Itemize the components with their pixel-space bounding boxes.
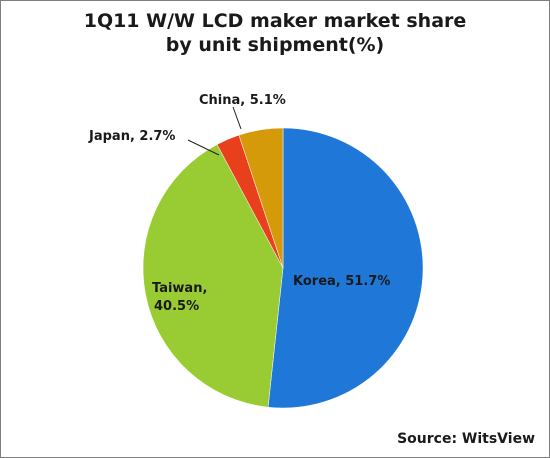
label-taiwan-line2: 40.5% [154,299,199,314]
label-korea: Korea, 51.7% [293,274,390,289]
pie-slice-korea [267,127,424,409]
chart-title: 1Q11 W/W LCD maker market share by unit … [1,9,549,57]
pie-slices [142,127,424,409]
pie-slice-china [238,127,284,269]
japan-leader-line [187,139,220,156]
china-leader-line [232,106,242,130]
label-china: China, 5.1% [199,93,286,108]
label-japan: Japan, 2.7% [88,129,175,144]
label-taiwan-line1: Taiwan, [152,281,207,296]
pie-slice-taiwan [142,144,284,408]
source-note: Source: WitsView [397,431,535,447]
chart-title-line2: by unit shipment(%) [165,34,385,56]
chart-title-line1: 1Q11 W/W LCD maker market share [83,10,467,32]
